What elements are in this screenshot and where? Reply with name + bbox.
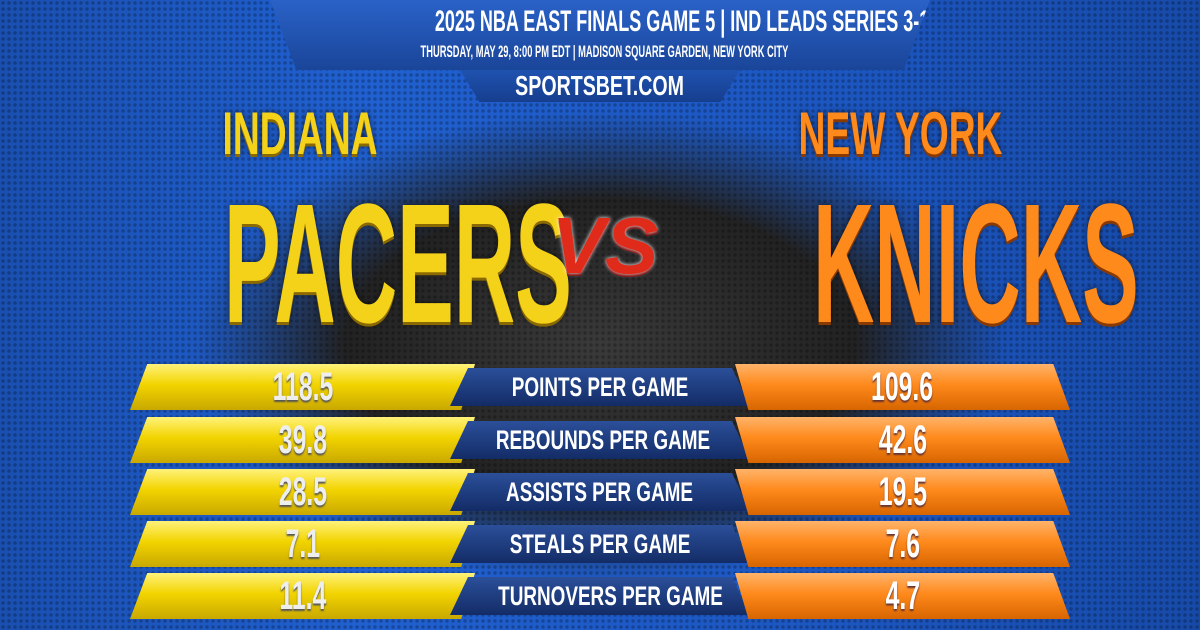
away-stat: 4.7 <box>735 573 1070 619</box>
home-city: INDIANA <box>222 100 378 167</box>
away-stat-value: 42.6 <box>878 418 927 462</box>
stat-label-text: STEALS PER GAME <box>509 529 691 559</box>
home-team: INDIANA PACERS <box>50 100 572 360</box>
away-stat: 19.5 <box>735 469 1070 515</box>
away-stat: 42.6 <box>735 417 1070 463</box>
stat-label-text: POINTS PER GAME <box>511 372 689 402</box>
home-name: PACERS <box>223 169 572 359</box>
home-stat: 118.5 <box>130 364 475 410</box>
header-banner: 2025 NBA EAST FINALS GAME 5 | IND LEADS … <box>270 0 930 70</box>
away-stat-value: 7.6 <box>885 522 920 566</box>
brand-banner: SPORTSBET.COM <box>460 70 740 102</box>
away-stat-value: 19.5 <box>878 470 927 514</box>
stat-label: TURNOVERS PER GAME <box>450 577 750 615</box>
away-city: NEW YORK <box>798 100 1002 167</box>
stat-label-text: TURNOVERS PER GAME <box>498 581 723 611</box>
home-stat-value: 28.5 <box>278 470 327 514</box>
home-stat: 7.1 <box>130 521 475 567</box>
vs-logo: VS <box>551 201 659 290</box>
home-stat: 11.4 <box>130 573 475 619</box>
stat-row: 7.1 STEALS PER GAME 7.6 <box>130 521 1070 567</box>
away-name: KNICKS <box>812 169 1139 359</box>
stat-label-text: ASSISTS PER GAME <box>506 477 694 507</box>
stat-label-text: REBOUNDS PER GAME <box>495 425 711 455</box>
stat-row: 28.5 ASSISTS PER GAME 19.5 <box>130 469 1070 515</box>
away-stat-value: 4.7 <box>885 574 920 618</box>
home-stat-value: 39.8 <box>278 418 327 462</box>
brand-text: SPORTSBET.COM <box>515 70 685 101</box>
stat-label: STEALS PER GAME <box>450 525 750 563</box>
away-team: NEW YORK KNICKS <box>650 100 1150 360</box>
home-stat-value: 7.1 <box>285 522 320 566</box>
header-title: 2025 NBA EAST FINALS GAME 5 | IND LEADS … <box>434 5 930 38</box>
header-subtitle: THURSDAY, MAY 29, 8:00 PM EDT | MADISON … <box>420 42 789 61</box>
stat-label: REBOUNDS PER GAME <box>450 421 750 459</box>
home-stat-value: 11.4 <box>279 574 326 618</box>
away-stat: 7.6 <box>735 521 1070 567</box>
stat-row: 11.4 TURNOVERS PER GAME 4.7 <box>130 573 1070 619</box>
home-stat: 39.8 <box>130 417 475 463</box>
stat-label: POINTS PER GAME <box>450 368 750 406</box>
home-stat: 28.5 <box>130 469 475 515</box>
stat-row: 118.5 POINTS PER GAME 109.6 <box>130 364 1070 410</box>
away-stat: 109.6 <box>735 364 1070 410</box>
stat-row: 39.8 REBOUNDS PER GAME 42.6 <box>130 417 1070 463</box>
stat-label: ASSISTS PER GAME <box>450 473 750 511</box>
away-stat-value: 109.6 <box>871 365 934 409</box>
home-stat-value: 118.5 <box>272 365 333 409</box>
